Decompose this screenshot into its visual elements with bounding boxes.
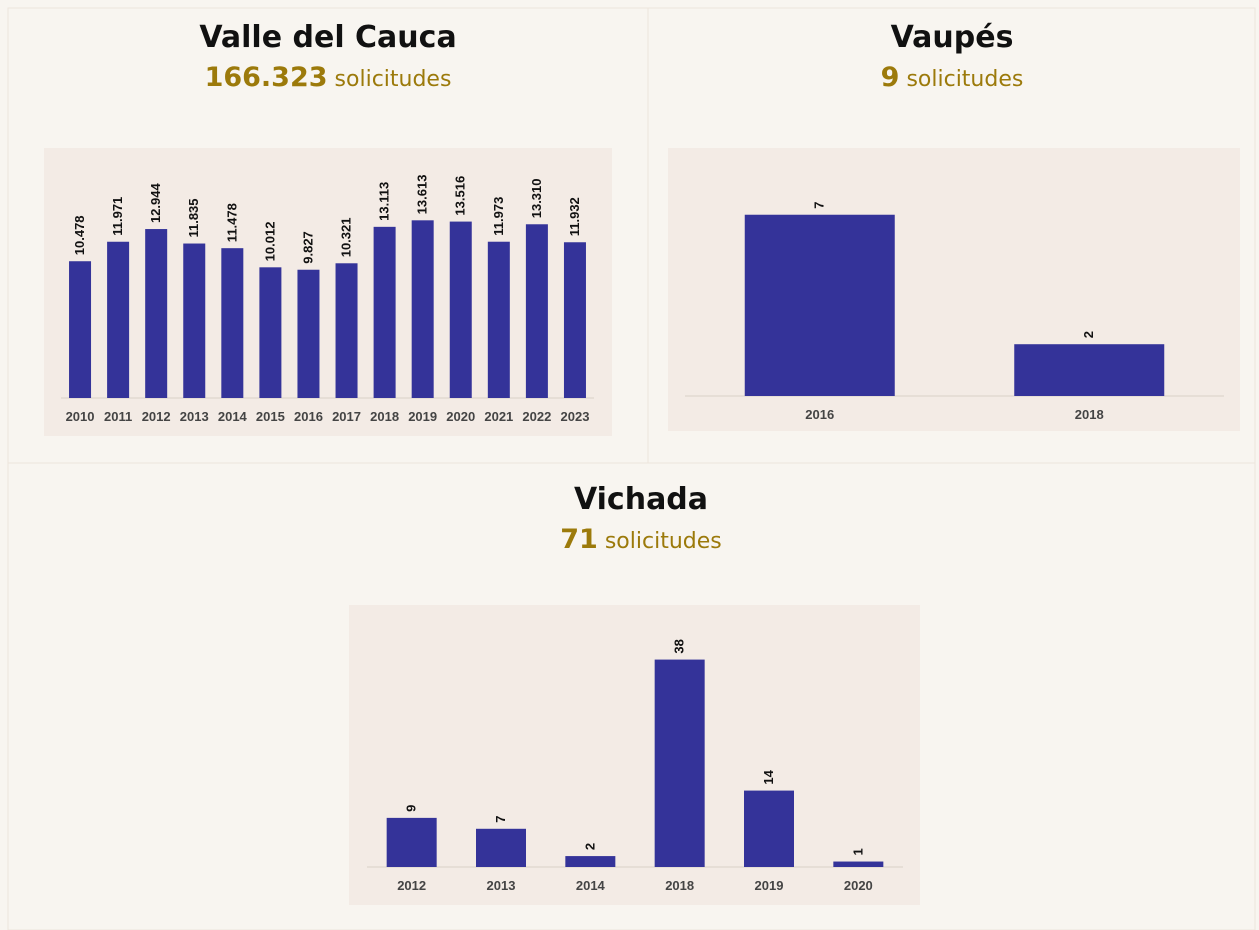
bar (297, 269, 320, 398)
panel-subtitle: 9 solicitudes (881, 62, 1024, 93)
x-tick-label: 2015 (256, 409, 285, 424)
bar (833, 861, 884, 867)
x-tick-label: 2013 (487, 878, 516, 893)
data-label: 10.321 (339, 218, 354, 258)
x-tick-label: 2020 (446, 409, 475, 424)
data-label: 13.310 (529, 179, 544, 219)
bar (373, 226, 396, 398)
x-tick-label: 2020 (844, 878, 873, 893)
x-tick-label: 2019 (408, 409, 437, 424)
x-tick-label: 2019 (755, 878, 784, 893)
unit: solicitudes (605, 529, 722, 554)
x-tick-label: 2016 (805, 407, 834, 422)
bar (107, 241, 130, 398)
chart-area (349, 605, 920, 905)
x-tick-label: 2018 (665, 878, 694, 893)
panel-subtitle: 166.323 solicitudes (205, 62, 452, 93)
x-tick-label: 2018 (370, 409, 399, 424)
x-tick-label: 2021 (484, 409, 513, 424)
bar (449, 221, 472, 398)
unit: solicitudes (906, 67, 1023, 92)
data-label: 2 (582, 843, 597, 850)
x-tick-label: 2014 (218, 409, 248, 424)
bar (744, 214, 895, 396)
bar (563, 242, 586, 398)
data-label: 11.973 (491, 197, 506, 236)
bar (411, 220, 434, 398)
data-label: 11.932 (567, 197, 582, 236)
data-label: 14 (761, 769, 776, 784)
data-label: 10.478 (72, 215, 87, 255)
data-label: 7 (812, 202, 827, 209)
data-label: 12.944 (148, 183, 163, 224)
total: 9 (881, 62, 900, 93)
x-tick-label: 2014 (576, 878, 606, 893)
data-label: 13.516 (453, 176, 468, 216)
data-label: 10.012 (262, 222, 277, 262)
bar (221, 248, 244, 398)
data-label: 7 (493, 816, 508, 823)
x-tick-label: 2013 (180, 409, 209, 424)
bar (487, 241, 510, 398)
x-tick-label: 2010 (66, 409, 95, 424)
data-label: 2 (1081, 331, 1096, 338)
bar (654, 659, 705, 867)
bar (1014, 344, 1165, 396)
data-label: 13.613 (415, 175, 430, 215)
panel-title: Vaupés (891, 20, 1014, 55)
bar (525, 224, 548, 398)
x-tick-label: 2012 (142, 409, 171, 424)
panel-subtitle: 71 solicitudes (560, 524, 721, 555)
panel-title: Vichada (574, 482, 708, 517)
x-tick-label: 2022 (522, 409, 551, 424)
x-tick-label: 2016 (294, 409, 323, 424)
x-tick-label: 2017 (332, 409, 361, 424)
data-label: 11.478 (224, 203, 239, 242)
bar (565, 856, 616, 867)
data-label: 38 (672, 639, 687, 653)
bar (259, 267, 282, 398)
bar (183, 243, 206, 398)
unit: solicitudes (335, 67, 452, 92)
x-tick-label: 2018 (1075, 407, 1104, 422)
total: 71 (560, 524, 598, 555)
total: 166.323 (205, 62, 328, 93)
bar (386, 817, 437, 867)
x-tick-label: 2012 (397, 878, 426, 893)
panel-title: Valle del Cauca (199, 20, 456, 55)
chart-area (44, 148, 612, 436)
data-label: 9 (404, 805, 419, 812)
bar (335, 263, 358, 398)
bar (69, 261, 92, 398)
bar (744, 790, 794, 867)
x-tick-label: 2023 (561, 409, 590, 424)
bar (476, 828, 526, 867)
data-label: 11.835 (186, 198, 201, 237)
data-label: 11.971 (110, 197, 125, 236)
x-tick-label: 2011 (104, 409, 132, 424)
data-label: 13.113 (377, 182, 392, 221)
data-label: 9.827 (300, 231, 315, 264)
bar (145, 229, 168, 398)
data-label: 1 (850, 848, 865, 855)
